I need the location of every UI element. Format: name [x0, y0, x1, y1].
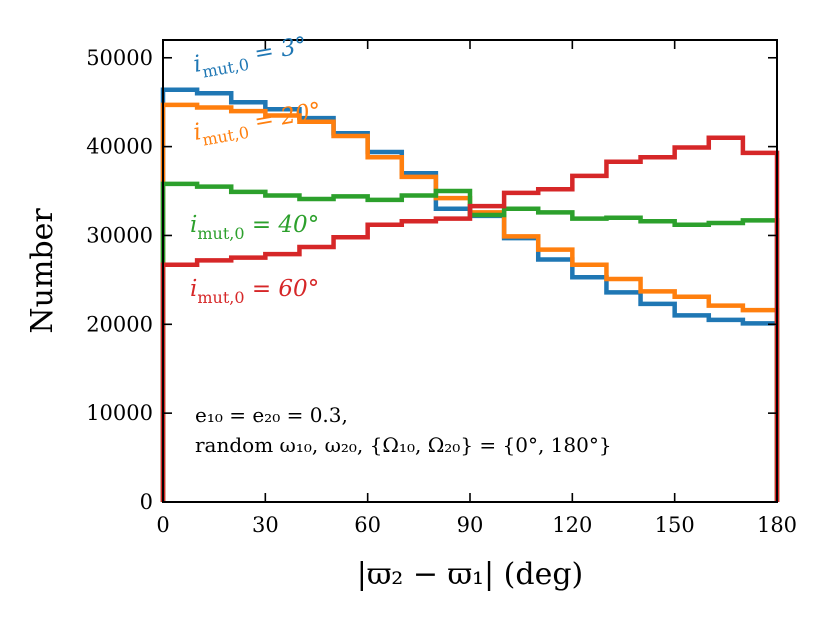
x-tick-label: 0	[156, 513, 169, 537]
x-tick-label: 180	[757, 513, 797, 537]
axis-ticks: 0 30 60 90 120 150 180 0 10000 20000 30000 40000 500…	[86, 40, 797, 537]
annotation-line: random ω₁₀, ω₂₀, {Ω₁₀, Ω₂₀} = {0°, 180°}	[195, 433, 612, 457]
x-tick-label: 30	[252, 513, 279, 537]
series-label: imut,0 = 40°	[190, 212, 319, 243]
y-tick-label: 20000	[86, 312, 153, 336]
series-line	[160, 181, 780, 502]
x-tick-label: 90	[457, 513, 484, 537]
y-tick-label: 0	[140, 490, 153, 514]
y-tick-label: 50000	[86, 46, 153, 70]
y-axis-label: Number	[25, 208, 60, 334]
y-tick-label: 10000	[86, 401, 153, 425]
annotation-box: e₁₀ = e₂₀ = 0.3, random ω₁₀, ω₂₀, {Ω₁₀, Ω…	[195, 403, 612, 457]
x-tick-label: 150	[655, 513, 695, 537]
series-lines	[160, 87, 780, 502]
y-tick-label: 40000	[86, 135, 153, 159]
annotation-line: e₁₀ = e₂₀ = 0.3,	[195, 403, 348, 427]
series-labels: imut,0 = 3°imut,0 = 20°imut,0 = 40°imut,…	[190, 32, 323, 307]
x-axis-label: |ϖ₂ − ϖ₁| (deg)	[357, 557, 584, 592]
x-tick-label: 120	[552, 513, 592, 537]
series-line	[160, 135, 780, 502]
series-label: imut,0 = 60°	[190, 276, 319, 307]
x-tick-label: 60	[354, 513, 381, 537]
y-tick-label: 30000	[86, 223, 153, 247]
